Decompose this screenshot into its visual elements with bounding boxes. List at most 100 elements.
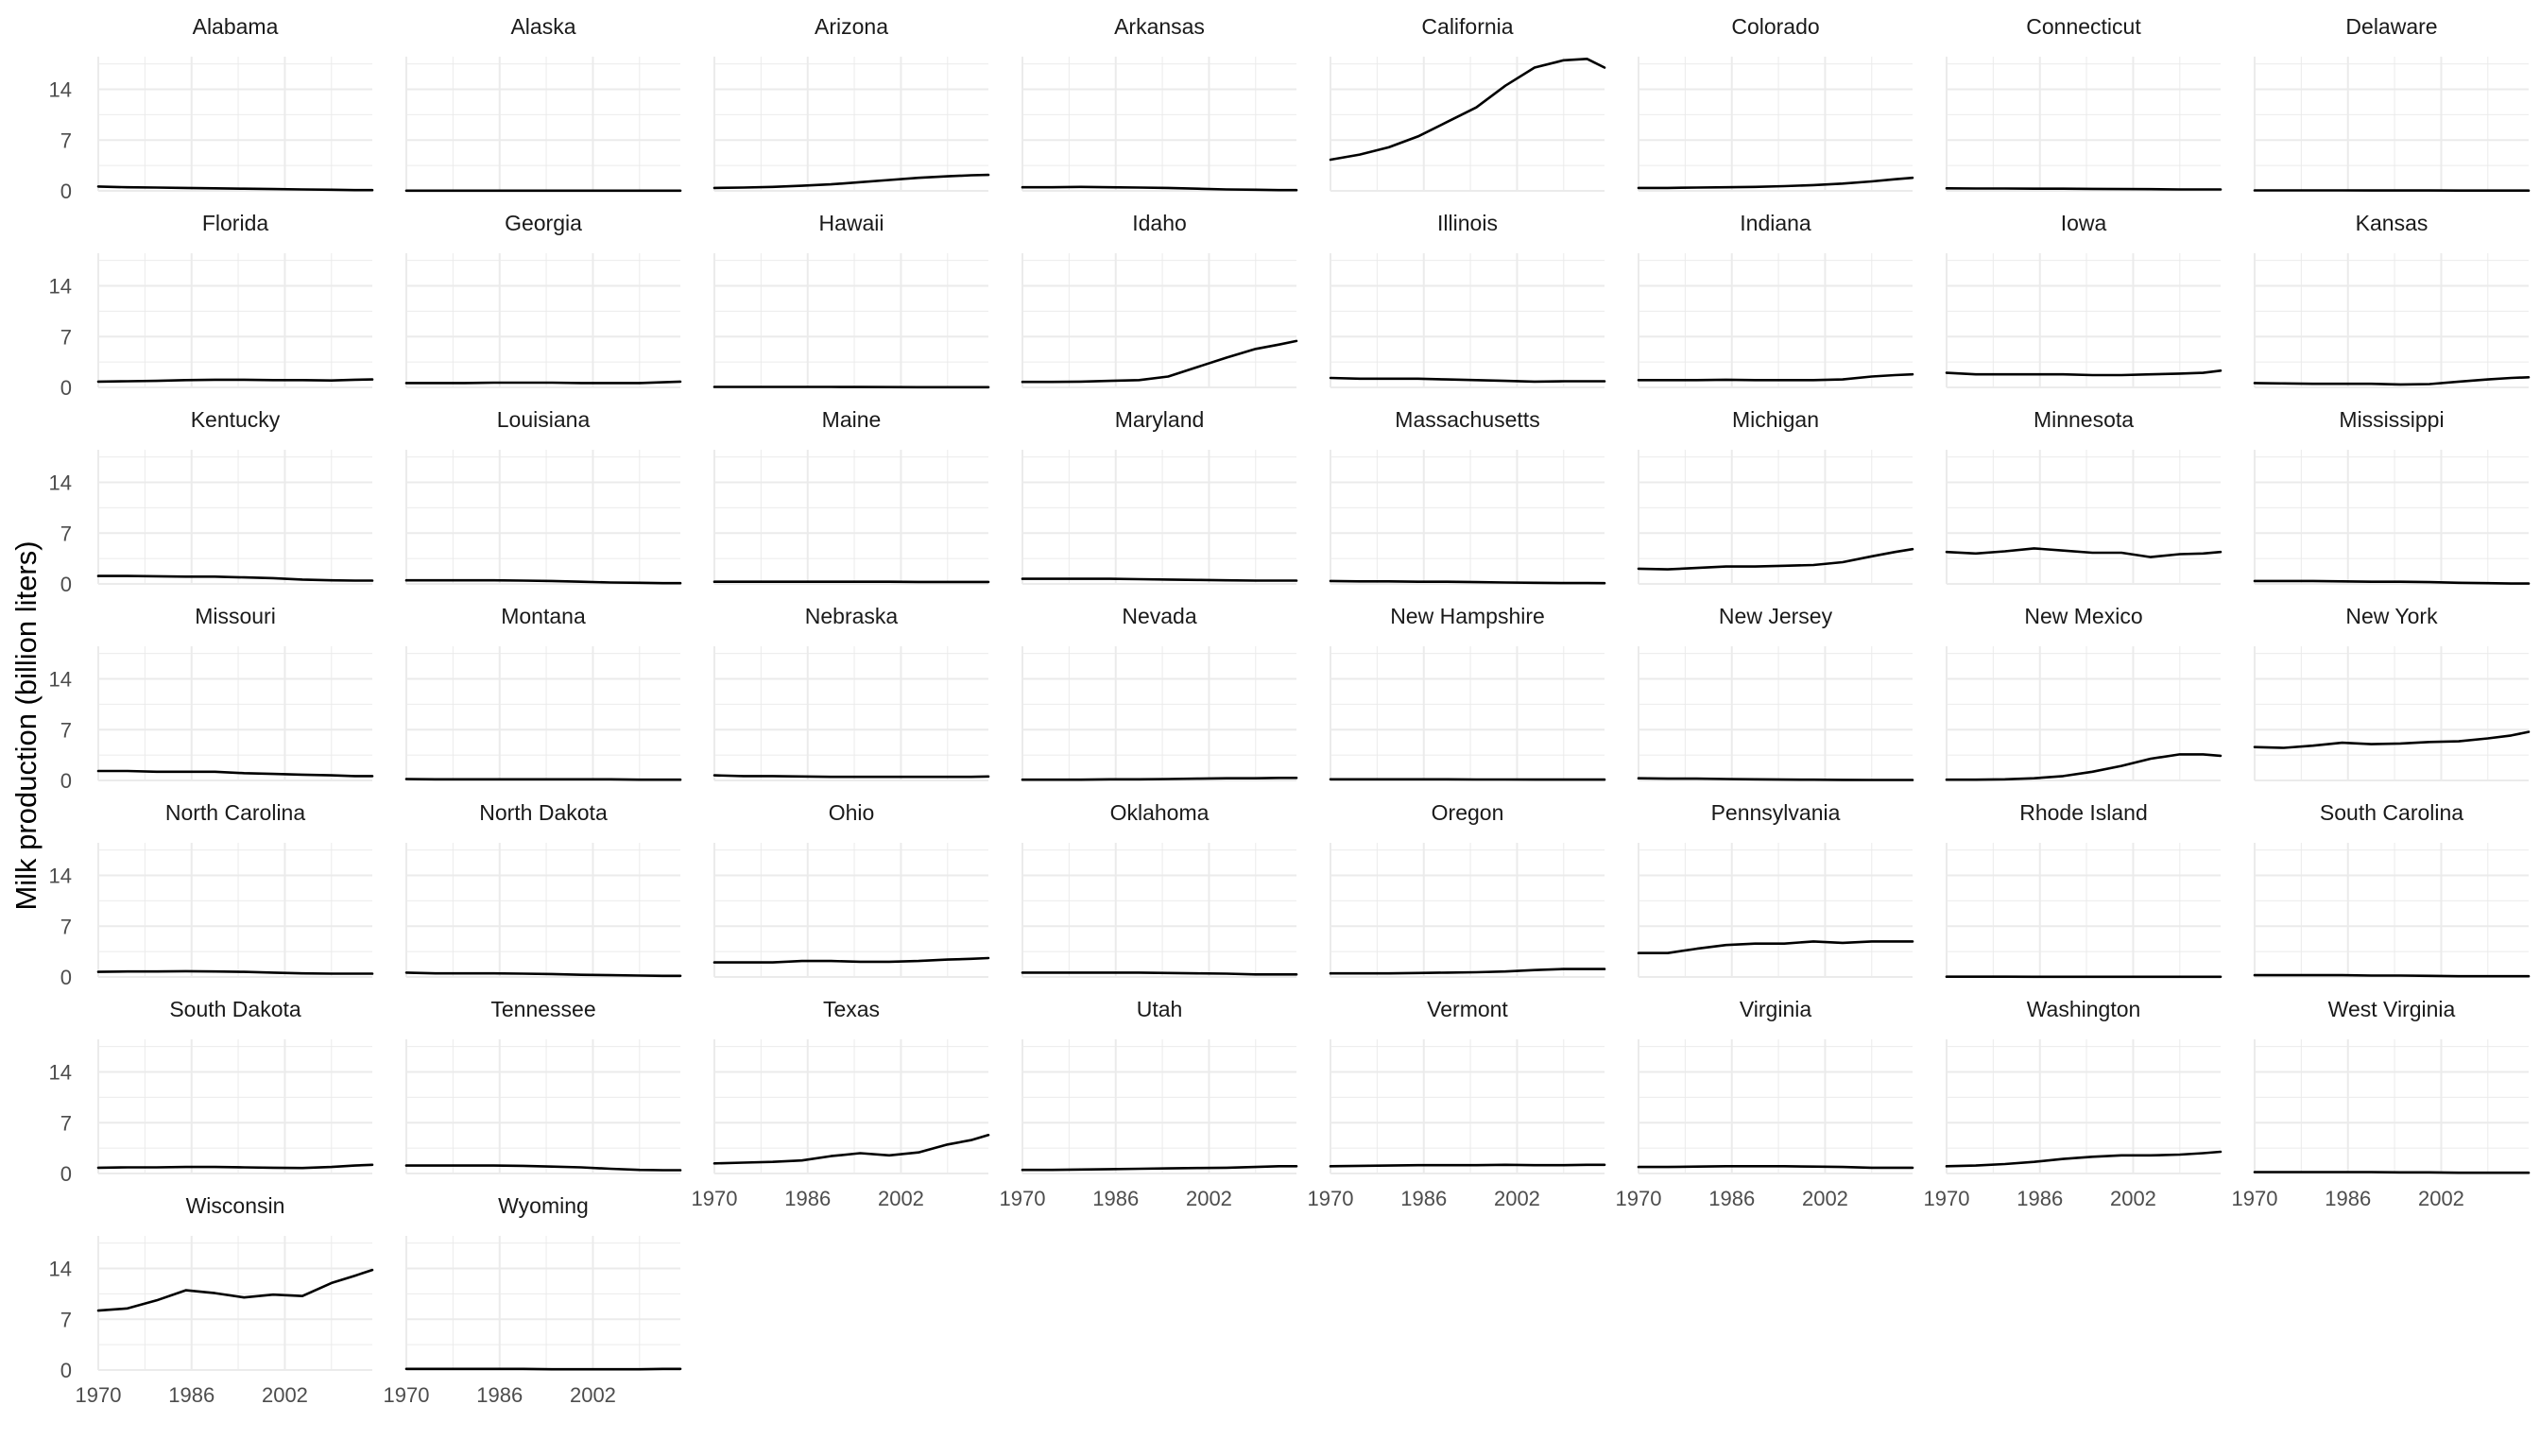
y-tick-label: 7 [60, 915, 72, 938]
panel-pennsylvania: Pennsylvania [1639, 800, 1913, 977]
panel-alaska: Alaska [406, 14, 680, 191]
panel-title: Kentucky [191, 407, 281, 432]
panel-title: Utah [1137, 997, 1183, 1021]
y-tick-label: 7 [60, 1111, 72, 1135]
x-tick-label: 1970 [76, 1383, 122, 1407]
panel-title: Illinois [1437, 211, 1498, 235]
y-tick-label: 7 [60, 522, 72, 545]
panel-iowa: Iowa [1947, 211, 2221, 387]
series-line [406, 382, 680, 384]
y-tick-label: 0 [60, 769, 72, 793]
x-tick-label: 1986 [476, 1383, 523, 1407]
panel-oklahoma: Oklahoma [1022, 800, 1296, 977]
panel-north-dakota: North Dakota [406, 800, 680, 977]
panel-louisiana: Louisiana [406, 407, 680, 584]
series-line [406, 779, 680, 780]
panel-title: Michigan [1732, 407, 1819, 432]
panel-title: Delaware [2345, 14, 2437, 39]
y-tick-label: 14 [49, 78, 72, 102]
panel-title: Florida [202, 211, 269, 235]
panel-title: Wyoming [498, 1193, 589, 1218]
y-tick-label: 14 [49, 1061, 72, 1085]
x-tick-label: 1986 [2017, 1187, 2063, 1210]
panel-maine: Maine [714, 407, 988, 584]
x-tick-label: 1986 [2325, 1187, 2371, 1210]
panel-nebraska: Nebraska [714, 604, 988, 780]
panel-kentucky: Kentucky 0 7 14 [49, 407, 372, 596]
y-tick-label: 14 [49, 471, 72, 495]
panel-title: South Carolina [2320, 800, 2463, 825]
panel-mississippi: Mississippi [2255, 407, 2529, 584]
y-tick-label: 0 [60, 376, 72, 400]
panel-title: New Hampshire [1390, 604, 1545, 628]
panel-delaware: Delaware [2255, 14, 2529, 191]
panel-idaho: Idaho [1022, 211, 1296, 387]
panel-illinois: Illinois [1330, 211, 1605, 387]
x-tick-label: 1986 [1708, 1187, 1755, 1210]
y-tick-label: 0 [60, 180, 72, 203]
panel-title: Louisiana [497, 407, 591, 432]
panel-title: Montana [501, 604, 586, 628]
panel-title: New York [2345, 604, 2438, 628]
panel-minnesota: Minnesota [1947, 407, 2221, 584]
x-tick-label: 1970 [1924, 1187, 1970, 1210]
panel-title: Maine [822, 407, 882, 432]
series-line [2255, 975, 2529, 976]
panel-title: South Dakota [169, 997, 301, 1021]
panel-indiana: Indiana [1639, 211, 1913, 387]
panel-title: Tennessee [490, 997, 595, 1021]
panel-title: West Virginia [2328, 997, 2456, 1021]
y-tick-label: 14 [49, 865, 72, 888]
panel-title: Pennsylvania [1711, 800, 1841, 825]
panel-new-hampshire: New Hampshire [1330, 604, 1605, 780]
panel-title: Kansas [2356, 211, 2428, 235]
panel-ohio: Ohio [714, 800, 988, 977]
panel-oregon: Oregon [1330, 800, 1605, 977]
panel-title: Wisconsin [186, 1193, 285, 1218]
panel-south-carolina: South Carolina [2255, 800, 2529, 977]
x-tick-label: 1970 [1308, 1187, 1354, 1210]
series-line [98, 380, 372, 382]
y-tick-label: 0 [60, 966, 72, 989]
panel-title: Alaska [510, 14, 575, 39]
y-tick-label: 7 [60, 1308, 72, 1331]
panel-california: California [1330, 14, 1605, 191]
panel-montana: Montana [406, 604, 680, 780]
panel-title: Iowa [2061, 211, 2107, 235]
panel-title: Nebraska [805, 604, 899, 628]
panel-connecticut: Connecticut [1947, 14, 2221, 191]
x-tick-label: 1970 [384, 1383, 430, 1407]
panel-florida: Florida 0 7 14 [49, 211, 372, 400]
panel-title: Minnesota [2034, 407, 2134, 432]
y-tick-label: 0 [60, 1359, 72, 1382]
x-tick-label: 1970 [1616, 1187, 1662, 1210]
panel-michigan: Michigan [1639, 407, 1913, 584]
series-line [1330, 1165, 1605, 1167]
y-tick-label: 14 [49, 275, 72, 299]
x-tick-label: 2002 [2418, 1187, 2464, 1210]
x-tick-label: 1986 [168, 1383, 215, 1407]
panel-title: Vermont [1427, 997, 1508, 1021]
panel-title: Indiana [1740, 211, 1811, 235]
panel-hawaii: Hawaii [714, 211, 988, 387]
panel-tennessee: Tennessee [406, 997, 680, 1173]
panel-title: New Jersey [1719, 604, 1833, 628]
y-tick-label: 7 [60, 128, 72, 152]
y-tick-label: 7 [60, 325, 72, 349]
panel-title: Mississippi [2339, 407, 2444, 432]
y-tick-label: 7 [60, 718, 72, 742]
panel-title: Massachusetts [1395, 407, 1539, 432]
panel-maryland: Maryland [1022, 407, 1296, 584]
y-tick-label: 0 [60, 573, 72, 596]
panel-title: Oregon [1432, 800, 1504, 825]
panel-new-york: New York [2255, 604, 2529, 780]
panel-title: Colorado [1731, 14, 1819, 39]
panel-title: Arizona [815, 14, 888, 39]
panel-title: Oklahoma [1110, 800, 1210, 825]
